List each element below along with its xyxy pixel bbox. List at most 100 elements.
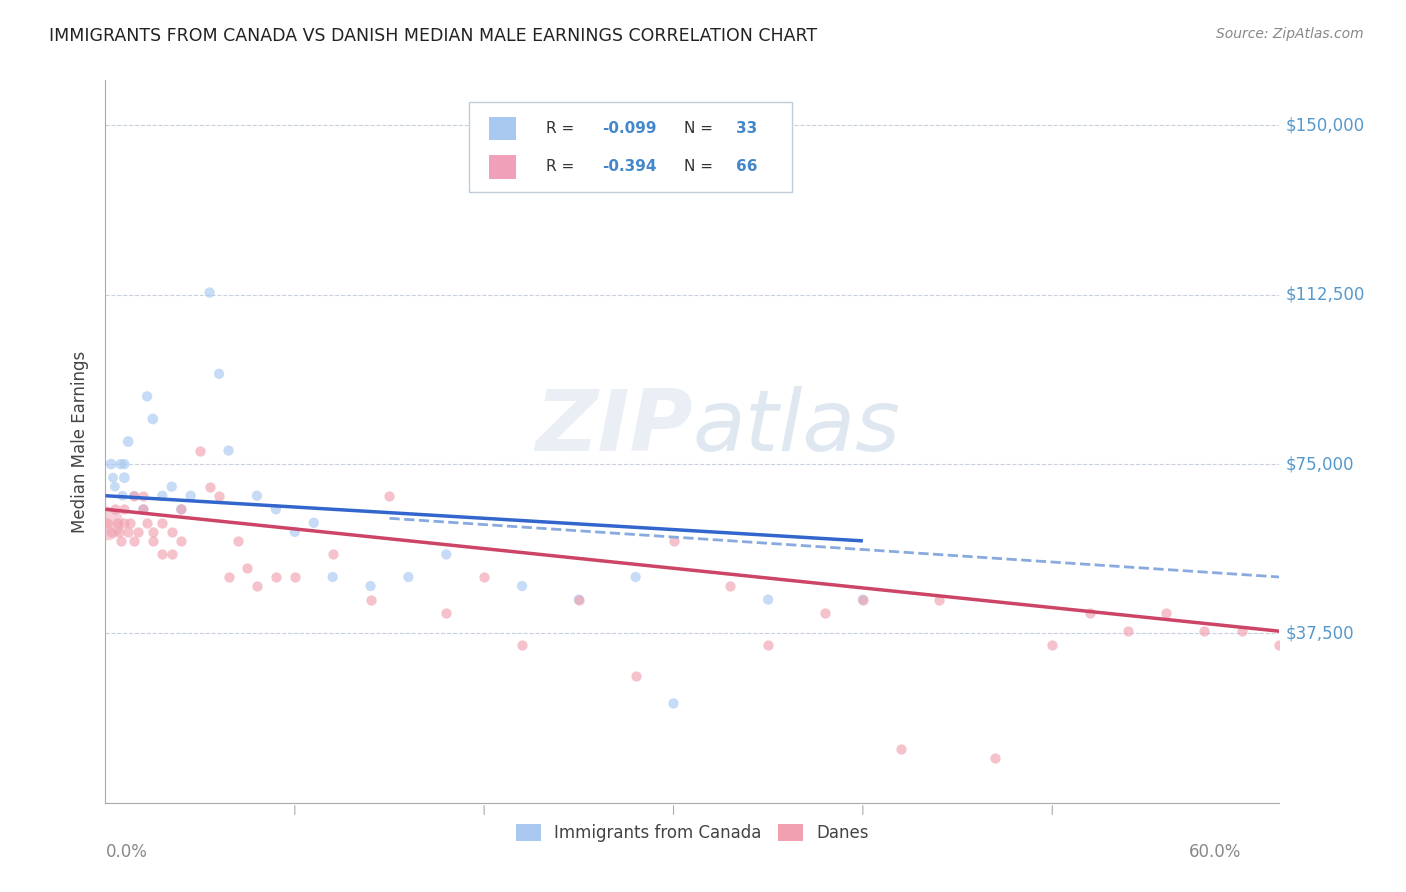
Point [160, 548, 183, 562]
Point [110, 457, 132, 471]
Point [117, 434, 139, 449]
Text: R =: R = [546, 121, 579, 136]
Point [170, 533, 193, 548]
Point [96, 516, 118, 530]
Text: 66: 66 [735, 160, 758, 175]
Point [226, 533, 249, 548]
Point [132, 502, 155, 516]
Point [246, 579, 269, 593]
Point [662, 697, 685, 711]
Point [142, 524, 165, 539]
Point [928, 592, 950, 607]
Point [396, 570, 419, 584]
Point [284, 570, 307, 584]
Point [434, 606, 457, 620]
Point [718, 579, 741, 593]
Point [150, 489, 173, 503]
Legend: Immigrants from Canada, Danes: Immigrants from Canada, Danes [509, 817, 876, 848]
Point [117, 524, 139, 539]
Point [218, 443, 240, 458]
Point [1116, 624, 1139, 639]
Text: $37,500: $37,500 [1285, 624, 1354, 642]
Point [984, 750, 1007, 764]
Text: Source: ZipAtlas.com: Source: ZipAtlas.com [1216, 27, 1364, 41]
Point [852, 592, 875, 607]
Point [568, 592, 591, 607]
Point [112, 502, 135, 516]
Point [170, 502, 193, 516]
Text: atlas: atlas [693, 385, 900, 468]
Text: 33: 33 [735, 121, 758, 136]
Point [624, 669, 647, 683]
Point [112, 516, 135, 530]
Y-axis label: Median Male Earnings: Median Male Earnings [72, 351, 90, 533]
Point [1154, 606, 1177, 620]
Bar [489, 155, 516, 178]
Point [756, 638, 779, 652]
Point [100, 524, 122, 539]
Point [662, 533, 685, 548]
Point [1230, 624, 1253, 639]
Point [112, 470, 135, 484]
Point [510, 579, 533, 593]
Point [1192, 624, 1215, 639]
Point [107, 524, 129, 539]
Point [132, 502, 155, 516]
Point [150, 548, 173, 562]
Point [378, 489, 401, 503]
Text: N =: N = [685, 160, 718, 175]
Point [120, 516, 142, 530]
Bar [489, 117, 516, 140]
Point [96, 516, 118, 530]
Text: 60.0%: 60.0% [1189, 843, 1241, 861]
Point [160, 524, 183, 539]
Point [434, 548, 457, 562]
Point [852, 592, 875, 607]
Point [122, 489, 145, 503]
Point [180, 489, 202, 503]
Point [264, 502, 287, 516]
Point [104, 480, 127, 494]
Text: IMMIGRANTS FROM CANADA VS DANISH MEDIAN MALE EARNINGS CORRELATION CHART: IMMIGRANTS FROM CANADA VS DANISH MEDIAN … [49, 27, 817, 45]
Point [360, 592, 382, 607]
Point [1040, 638, 1063, 652]
Text: N =: N = [685, 121, 718, 136]
Text: $112,500: $112,500 [1285, 285, 1365, 304]
Point [756, 592, 779, 607]
Point [236, 561, 259, 575]
Point [136, 516, 159, 530]
Point [132, 489, 155, 503]
Point [246, 489, 269, 503]
Point [510, 638, 533, 652]
Point [1268, 638, 1291, 652]
Point [624, 570, 647, 584]
Point [208, 367, 231, 381]
Point [568, 592, 591, 607]
Point [360, 579, 382, 593]
Text: R =: R = [546, 160, 579, 175]
Point [160, 480, 183, 494]
Point [322, 570, 344, 584]
Text: $75,000: $75,000 [1285, 455, 1354, 473]
Point [198, 285, 221, 300]
FancyBboxPatch shape [470, 102, 792, 193]
Point [110, 533, 132, 548]
Text: -0.099: -0.099 [602, 121, 657, 136]
Point [100, 457, 122, 471]
Point [1078, 606, 1101, 620]
Point [302, 516, 325, 530]
Point [142, 533, 165, 548]
Point [122, 533, 145, 548]
Point [814, 606, 837, 620]
Point [264, 570, 287, 584]
Point [472, 570, 495, 584]
Point [136, 389, 159, 403]
Point [188, 443, 211, 458]
Point [127, 524, 149, 539]
Text: 0.0%: 0.0% [105, 843, 148, 861]
Point [322, 548, 344, 562]
Point [105, 516, 128, 530]
Point [111, 489, 134, 503]
Text: $150,000: $150,000 [1285, 117, 1364, 135]
Point [284, 524, 307, 539]
